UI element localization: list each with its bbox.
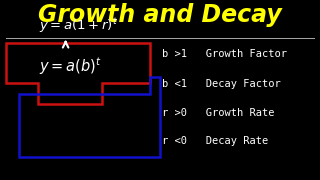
Text: $y = a(b)^t$: $y = a(b)^t$ (39, 56, 102, 77)
Text: Growth and Decay: Growth and Decay (38, 3, 282, 27)
Text: $y = a(1+r)^t$: $y = a(1+r)^t$ (39, 17, 118, 35)
Text: b <1   Decay Factor: b <1 Decay Factor (162, 79, 280, 89)
Text: r <0   Decay Rate: r <0 Decay Rate (162, 136, 268, 146)
Text: b >1   Growth Factor: b >1 Growth Factor (162, 49, 287, 59)
Text: r >0   Growth Rate: r >0 Growth Rate (162, 107, 274, 118)
